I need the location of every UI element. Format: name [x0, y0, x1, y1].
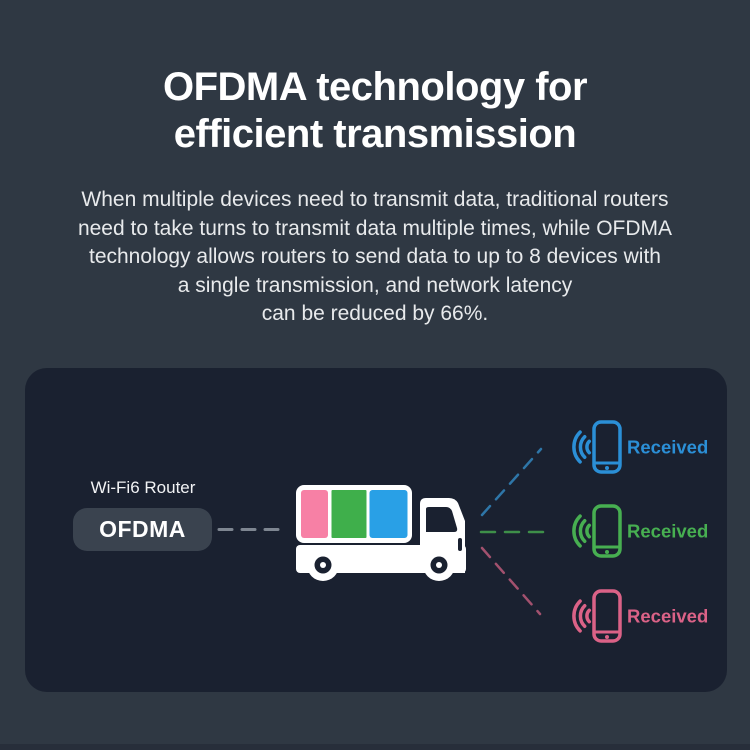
dashed-line-to-device-1: [480, 447, 543, 517]
signal-waves-icon: [572, 599, 592, 633]
dashed-line-to-device-3: [480, 546, 542, 616]
diagram-panel: Wi-Fi6 Router OFDMA: [25, 368, 727, 692]
description-text: When multiple devices need to transmit d…: [0, 186, 750, 329]
device-3: Received: [572, 589, 708, 643]
phone-icon: [592, 504, 622, 558]
truck-cab-window: [426, 507, 458, 532]
truck-icon: [296, 485, 466, 581]
description-line: When multiple devices need to transmit d…: [81, 188, 669, 211]
router-label: Wi-Fi6 Router: [90, 478, 196, 497]
signal-waves-icon: [572, 430, 592, 464]
truck-rear-wheel: [423, 549, 455, 581]
cargo-block-blue: [369, 490, 408, 538]
page-title-line1: OFDMA technology for: [162, 65, 588, 109]
received-label: Received: [627, 521, 708, 542]
phone-icon: [592, 420, 622, 474]
received-label: Received: [627, 606, 708, 627]
device-2: Received: [572, 504, 708, 558]
ofdma-badge-label: OFDMA: [99, 516, 186, 542]
ofdma-badge: OFDMA: [73, 508, 212, 551]
page-title-line2: efficient transmission: [173, 112, 577, 156]
bottom-edge-strip: [0, 744, 750, 750]
truck-door-notch: [458, 538, 462, 551]
description-line: a single transmission, and network laten…: [177, 273, 573, 297]
description-line: technology allows routers to send data t…: [88, 245, 661, 268]
description-line: can be reduced by 66%.: [261, 302, 489, 325]
device-1: Received: [572, 420, 708, 474]
truck-front-wheel: [307, 549, 339, 581]
page-title: OFDMA technology for efficient transmiss…: [0, 64, 750, 158]
description-line: need to take turns to transmit data mult…: [77, 216, 673, 240]
received-label: Received: [627, 437, 708, 458]
cargo-block-green: [331, 490, 367, 538]
cargo-block-pink: [301, 490, 328, 538]
signal-waves-icon: [572, 514, 592, 548]
ofdma-diagram: Received Received: [217, 420, 708, 643]
phone-icon: [592, 589, 622, 643]
